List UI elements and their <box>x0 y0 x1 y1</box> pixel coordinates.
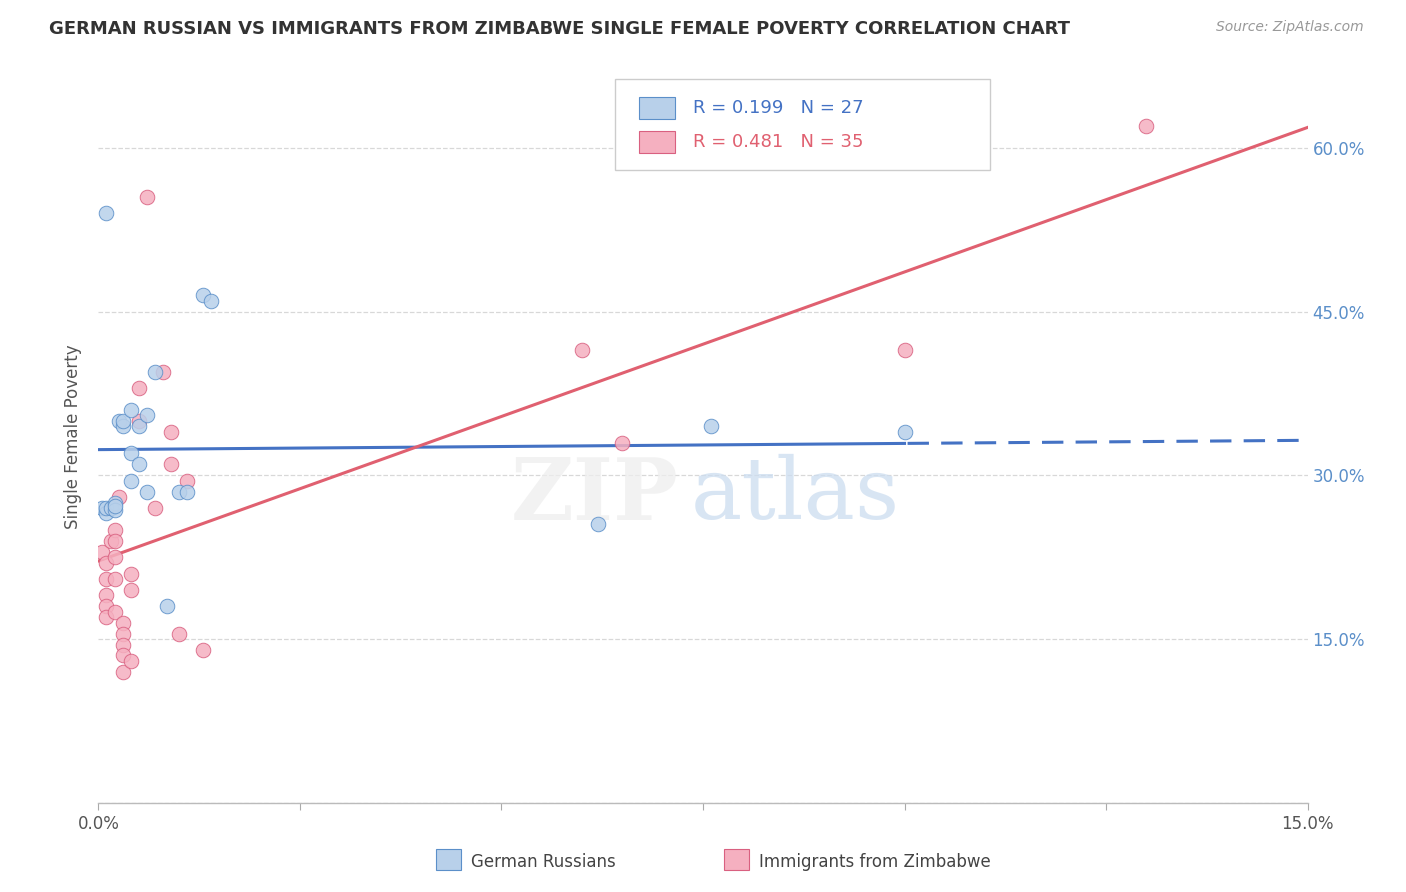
Point <box>128 419 150 434</box>
Point <box>96 572 118 586</box>
Text: GERMAN RUSSIAN VS IMMIGRANTS FROM ZIMBABWE SINGLE FEMALE POVERTY CORRELATION CHA: GERMAN RUSSIAN VS IMMIGRANTS FROM ZIMBAB… <box>49 20 1070 37</box>
Point <box>103 533 125 548</box>
Point <box>96 610 118 624</box>
Point <box>96 588 118 602</box>
Point <box>91 545 114 559</box>
Point <box>128 414 150 428</box>
Point <box>96 599 118 614</box>
Point <box>96 501 118 516</box>
Point <box>612 435 634 450</box>
Point <box>111 648 134 663</box>
Y-axis label: Single Female Poverty: Single Female Poverty <box>65 345 83 529</box>
Point <box>103 495 125 509</box>
Text: ZIP: ZIP <box>510 454 679 538</box>
Point <box>135 190 157 204</box>
Point <box>96 556 118 570</box>
Point <box>96 507 118 521</box>
Point <box>160 458 183 472</box>
Point <box>1135 119 1157 133</box>
Point <box>200 293 222 308</box>
Point <box>103 499 125 513</box>
Point <box>167 484 190 499</box>
Point <box>143 501 166 516</box>
Point <box>96 206 118 220</box>
FancyBboxPatch shape <box>614 78 990 170</box>
Point <box>152 365 174 379</box>
Point <box>156 599 179 614</box>
Point <box>111 414 134 428</box>
Point <box>100 501 122 516</box>
Point <box>571 343 593 357</box>
Point <box>120 566 142 581</box>
Point <box>135 409 157 423</box>
Point <box>120 654 142 668</box>
Point <box>103 503 125 517</box>
Point <box>111 626 134 640</box>
Point <box>143 365 166 379</box>
Point <box>107 490 129 504</box>
Point <box>111 615 134 630</box>
Point <box>120 582 142 597</box>
Point <box>128 458 150 472</box>
Point <box>193 643 215 657</box>
Point <box>111 419 134 434</box>
Point <box>160 425 183 439</box>
Point <box>893 343 915 357</box>
Bar <box>638 131 675 153</box>
Text: Source: ZipAtlas.com: Source: ZipAtlas.com <box>1216 20 1364 34</box>
Text: German Russians: German Russians <box>471 853 616 871</box>
Bar <box>638 97 675 119</box>
Text: Immigrants from Zimbabwe: Immigrants from Zimbabwe <box>759 853 991 871</box>
Point <box>103 605 125 619</box>
Point <box>120 446 142 460</box>
Point <box>586 517 609 532</box>
Text: R = 0.481   N = 35: R = 0.481 N = 35 <box>693 133 863 152</box>
Point <box>176 484 198 499</box>
Point <box>176 474 198 488</box>
Point <box>128 381 150 395</box>
Point <box>135 484 157 499</box>
Point <box>111 665 134 679</box>
Text: atlas: atlas <box>690 454 900 537</box>
Point <box>111 638 134 652</box>
Point <box>167 626 190 640</box>
Text: R = 0.199   N = 27: R = 0.199 N = 27 <box>693 99 863 117</box>
Point <box>103 523 125 537</box>
Point <box>120 402 142 417</box>
Point <box>120 474 142 488</box>
Point <box>700 419 723 434</box>
Point <box>107 414 129 428</box>
Point <box>103 550 125 565</box>
Point <box>103 572 125 586</box>
Point <box>193 288 215 302</box>
Point <box>91 501 114 516</box>
Point <box>100 533 122 548</box>
Point <box>893 425 915 439</box>
